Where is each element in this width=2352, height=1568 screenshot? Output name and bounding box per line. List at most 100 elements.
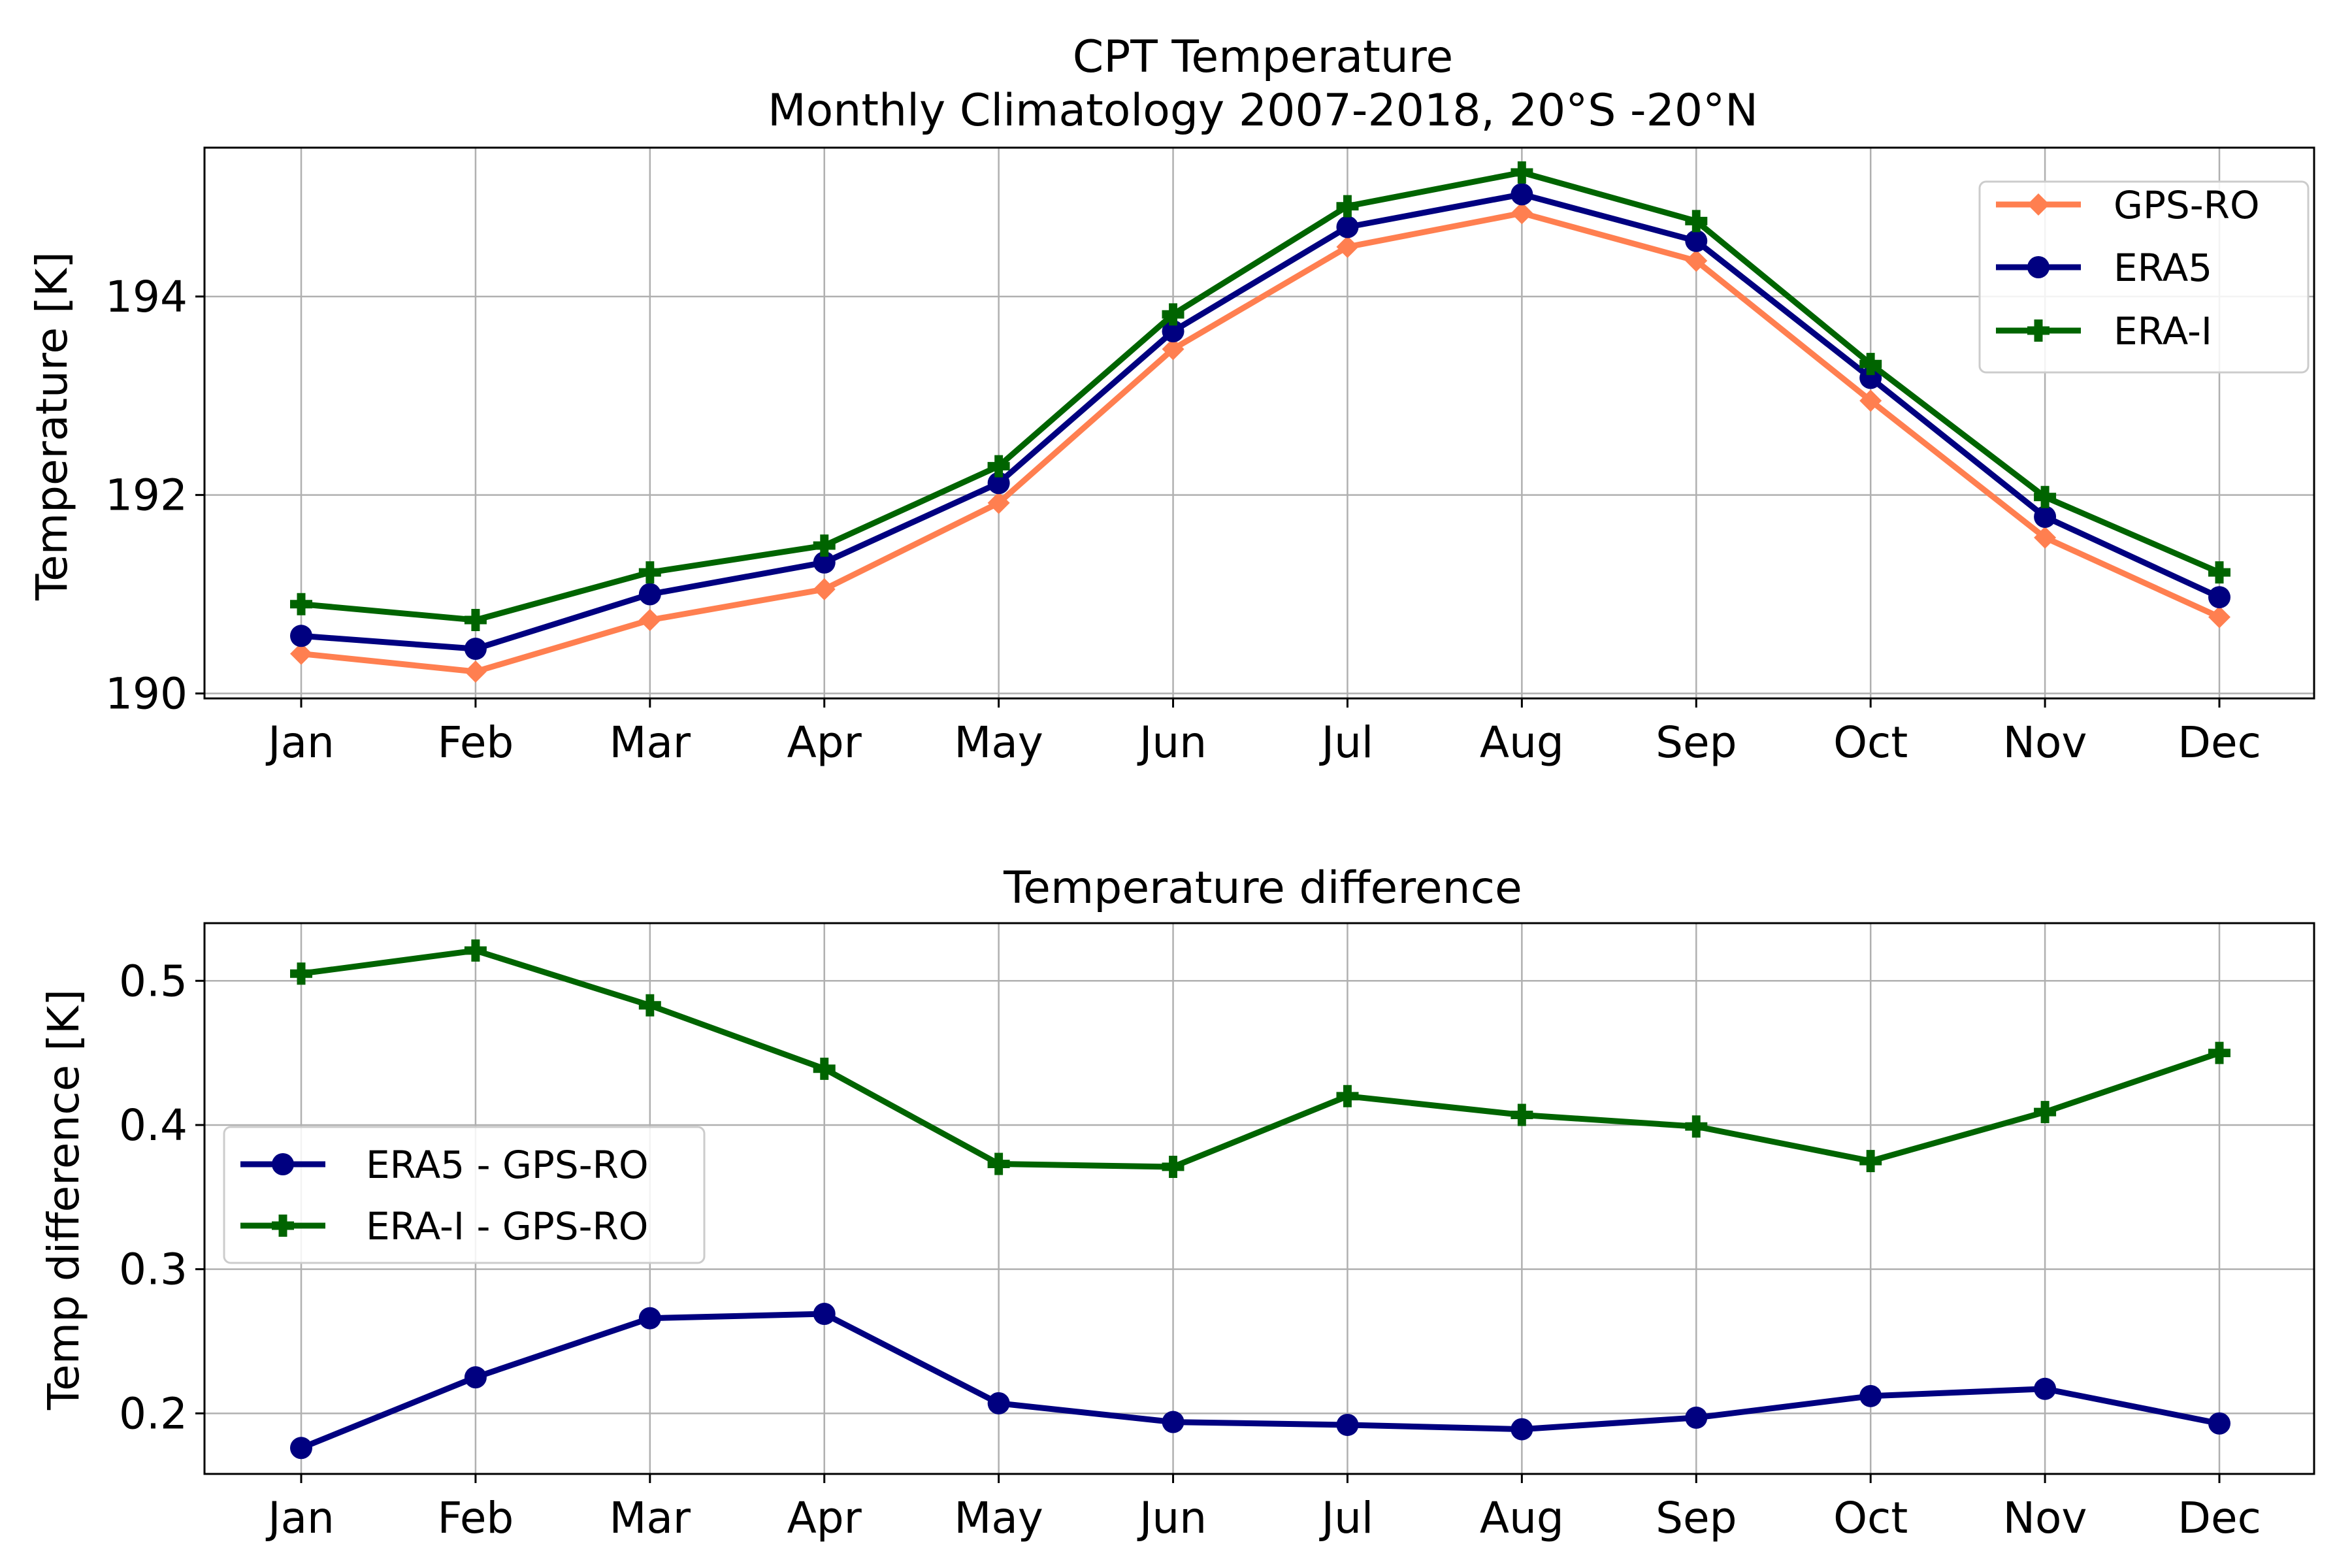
- top-point-era5-nov: [2034, 506, 2057, 529]
- top-x-tick-label-oct: Oct: [1833, 717, 1908, 768]
- top-legend-label-gps-ro: GPS-RO: [2114, 183, 2260, 227]
- top-legend-label-era5: ERA5: [2114, 246, 2212, 290]
- bottom-chart-title: Temperature difference: [1003, 862, 1522, 914]
- bottom-point-era-i-gps-ro-dec: [2208, 1041, 2230, 1064]
- bottom-legend-label-era5-gps-ro: ERA5 - GPS-RO: [366, 1143, 649, 1187]
- bottom-legend-frame: [223, 1126, 706, 1264]
- top-point-era5-mar: [638, 583, 661, 606]
- top-point-era-i-jul: [1336, 195, 1359, 218]
- top-x-tick-label-nov: Nov: [2003, 717, 2087, 768]
- top-legend-marker-gps-ro: [2027, 193, 2050, 216]
- top-point-era-i-jan: [290, 593, 312, 615]
- top-point-gps-ro-mar: [638, 609, 661, 632]
- bottom-series-line-era5-gps-ro: [300, 1311, 2220, 1451]
- top-point-era5-oct: [1859, 367, 1882, 389]
- top-point-era-i-nov: [2034, 485, 2057, 508]
- top-point-gps-ro-sep: [1685, 250, 1708, 272]
- top-x-tick-label-may: May: [954, 717, 1043, 768]
- top-point-era5-dec: [2208, 586, 2230, 609]
- bottom-point-era5-gps-ro-dec: [2208, 1412, 2230, 1435]
- top-point-gps-ro-oct: [1859, 389, 1882, 412]
- bottom-x-tick-label-jun: Jun: [1137, 1493, 1207, 1543]
- bottom-point-era5-gps-ro-may: [987, 1392, 1010, 1414]
- panel-top-chart: CPT Temperature Monthly Climatology 2007…: [27, 31, 2315, 768]
- bottom-point-era-i-gps-ro-nov: [2034, 1101, 2057, 1124]
- top-x-tick-label-aug: Aug: [1480, 717, 1564, 768]
- top-x-tick-label-sep: Sep: [1656, 717, 1737, 768]
- bottom-x-tick-label-aug: Aug: [1480, 1493, 1564, 1543]
- bottom-x-tick-label-oct: Oct: [1833, 1493, 1908, 1543]
- bottom-point-era5-gps-ro-jul: [1336, 1413, 1359, 1436]
- top-point-gps-ro-aug: [1511, 202, 1533, 225]
- top-axes-frame: [203, 146, 2315, 700]
- bottom-point-era-i-gps-ro-aug: [1511, 1103, 1533, 1126]
- top-chart-title: CPT Temperature: [1073, 31, 1453, 83]
- top-point-era5-jun: [1162, 320, 1184, 342]
- top-point-gps-ro-nov: [2034, 526, 2057, 549]
- top-point-era5-jan: [290, 625, 312, 647]
- bottom-plot-area: Jan Feb Mar Apr May Jun Jul Aug Sep Oct Nov Dec 0.2 0…: [119, 922, 2315, 1543]
- top-point-era-i-dec: [2208, 561, 2230, 584]
- bottom-axes-frame: [203, 922, 2315, 1475]
- top-point-era5-apr: [813, 551, 836, 574]
- bottom-point-era5-gps-ro-mar: [638, 1307, 661, 1330]
- bottom-x-tick-label-sep: Sep: [1656, 1493, 1737, 1543]
- top-point-gps-ro-may: [987, 491, 1010, 514]
- top-point-era-i-jun: [1162, 303, 1184, 326]
- bottom-point-era5-gps-ro-apr: [813, 1303, 836, 1326]
- top-x-tick-label-jan: Jan: [265, 717, 335, 768]
- top-point-gps-ro-apr: [813, 578, 836, 600]
- top-point-era-i-mar: [638, 561, 661, 584]
- top-x-tick-label-dec: Dec: [2178, 717, 2261, 768]
- bottom-point-era-i-gps-ro-sep: [1685, 1115, 1708, 1138]
- top-y-tick-label-1: 192: [105, 470, 188, 521]
- bottom-x-tick-label-may: May: [954, 1493, 1043, 1543]
- top-legend-label-era-i: ERA-I: [2114, 309, 2212, 353]
- top-point-era-i-may: [987, 455, 1010, 478]
- top-x-tick-label-jun: Jun: [1137, 717, 1207, 768]
- top-legend-marker-era-i: [2027, 319, 2050, 342]
- bottom-point-era5-gps-ro-aug: [1511, 1418, 1533, 1441]
- bottom-x-tick-label-mar: Mar: [610, 1493, 691, 1543]
- bottom-y-tick-label-1: 0.3: [119, 1245, 188, 1295]
- top-point-era5-jul: [1336, 216, 1359, 238]
- top-point-gps-ro-jun: [1162, 338, 1184, 361]
- top-plot-area: Jan Feb Mar Apr May Jun Jul Aug Sep Oct Nov Dec 190 1…: [105, 146, 2315, 768]
- bottom-legend-marker-era-i-gps-ro: [272, 1215, 294, 1237]
- bottom-series-line-era-i-gps-ro: [301, 947, 2221, 1170]
- top-x-tick-label-feb: Feb: [437, 717, 514, 768]
- top-point-era-i-apr: [813, 534, 836, 557]
- bottom-x-tick-label-dec: Dec: [2178, 1493, 2261, 1543]
- top-point-era-i-aug: [1511, 161, 1533, 184]
- top-series-line-gps-ro: [301, 210, 2221, 675]
- bottom-point-era-i-gps-ro-jan: [290, 962, 312, 985]
- top-series-line-era-i: [301, 169, 2221, 623]
- top-point-era5-aug: [1511, 183, 1533, 206]
- top-point-gps-ro-jan: [290, 642, 312, 665]
- bottom-point-era5-gps-ro-sep: [1685, 1406, 1708, 1429]
- top-point-gps-ro-dec: [2208, 606, 2230, 629]
- bottom-point-era5-gps-ro-jun: [1162, 1411, 1184, 1433]
- top-y-tick-label-2: 194: [105, 272, 188, 322]
- top-legend-marker-era5: [2027, 256, 2050, 278]
- bottom-y-tick-label-2: 0.4: [119, 1100, 188, 1151]
- bottom-point-era5-gps-ro-nov: [2034, 1377, 2057, 1400]
- bottom-point-era-i-gps-ro-feb: [464, 939, 487, 962]
- bottom-point-era5-gps-ro-feb: [464, 1366, 487, 1389]
- top-x-tick-label-apr: Apr: [787, 717, 862, 768]
- top-x-tick-label-jul: Jul: [1319, 717, 1374, 768]
- top-point-era-i-feb: [464, 609, 487, 631]
- top-series-line-era5: [301, 191, 2221, 652]
- bottom-y-tick-label-0: 0.2: [119, 1388, 188, 1439]
- bottom-y-axis-label: Temp difference [K]: [39, 989, 89, 1411]
- bottom-x-tick-label-jul: Jul: [1319, 1493, 1374, 1543]
- top-point-era5-feb: [464, 638, 487, 661]
- bottom-point-era-i-gps-ro-jul: [1336, 1085, 1359, 1107]
- bottom-point-era-i-gps-ro-oct: [1859, 1150, 1882, 1173]
- bottom-point-era-i-gps-ro-may: [987, 1152, 1010, 1175]
- top-point-gps-ro-feb: [464, 660, 487, 683]
- top-point-era-i-sep: [1685, 210, 1708, 233]
- bottom-x-tick-label-feb: Feb: [437, 1493, 514, 1543]
- top-legend-frame: [1978, 180, 2310, 374]
